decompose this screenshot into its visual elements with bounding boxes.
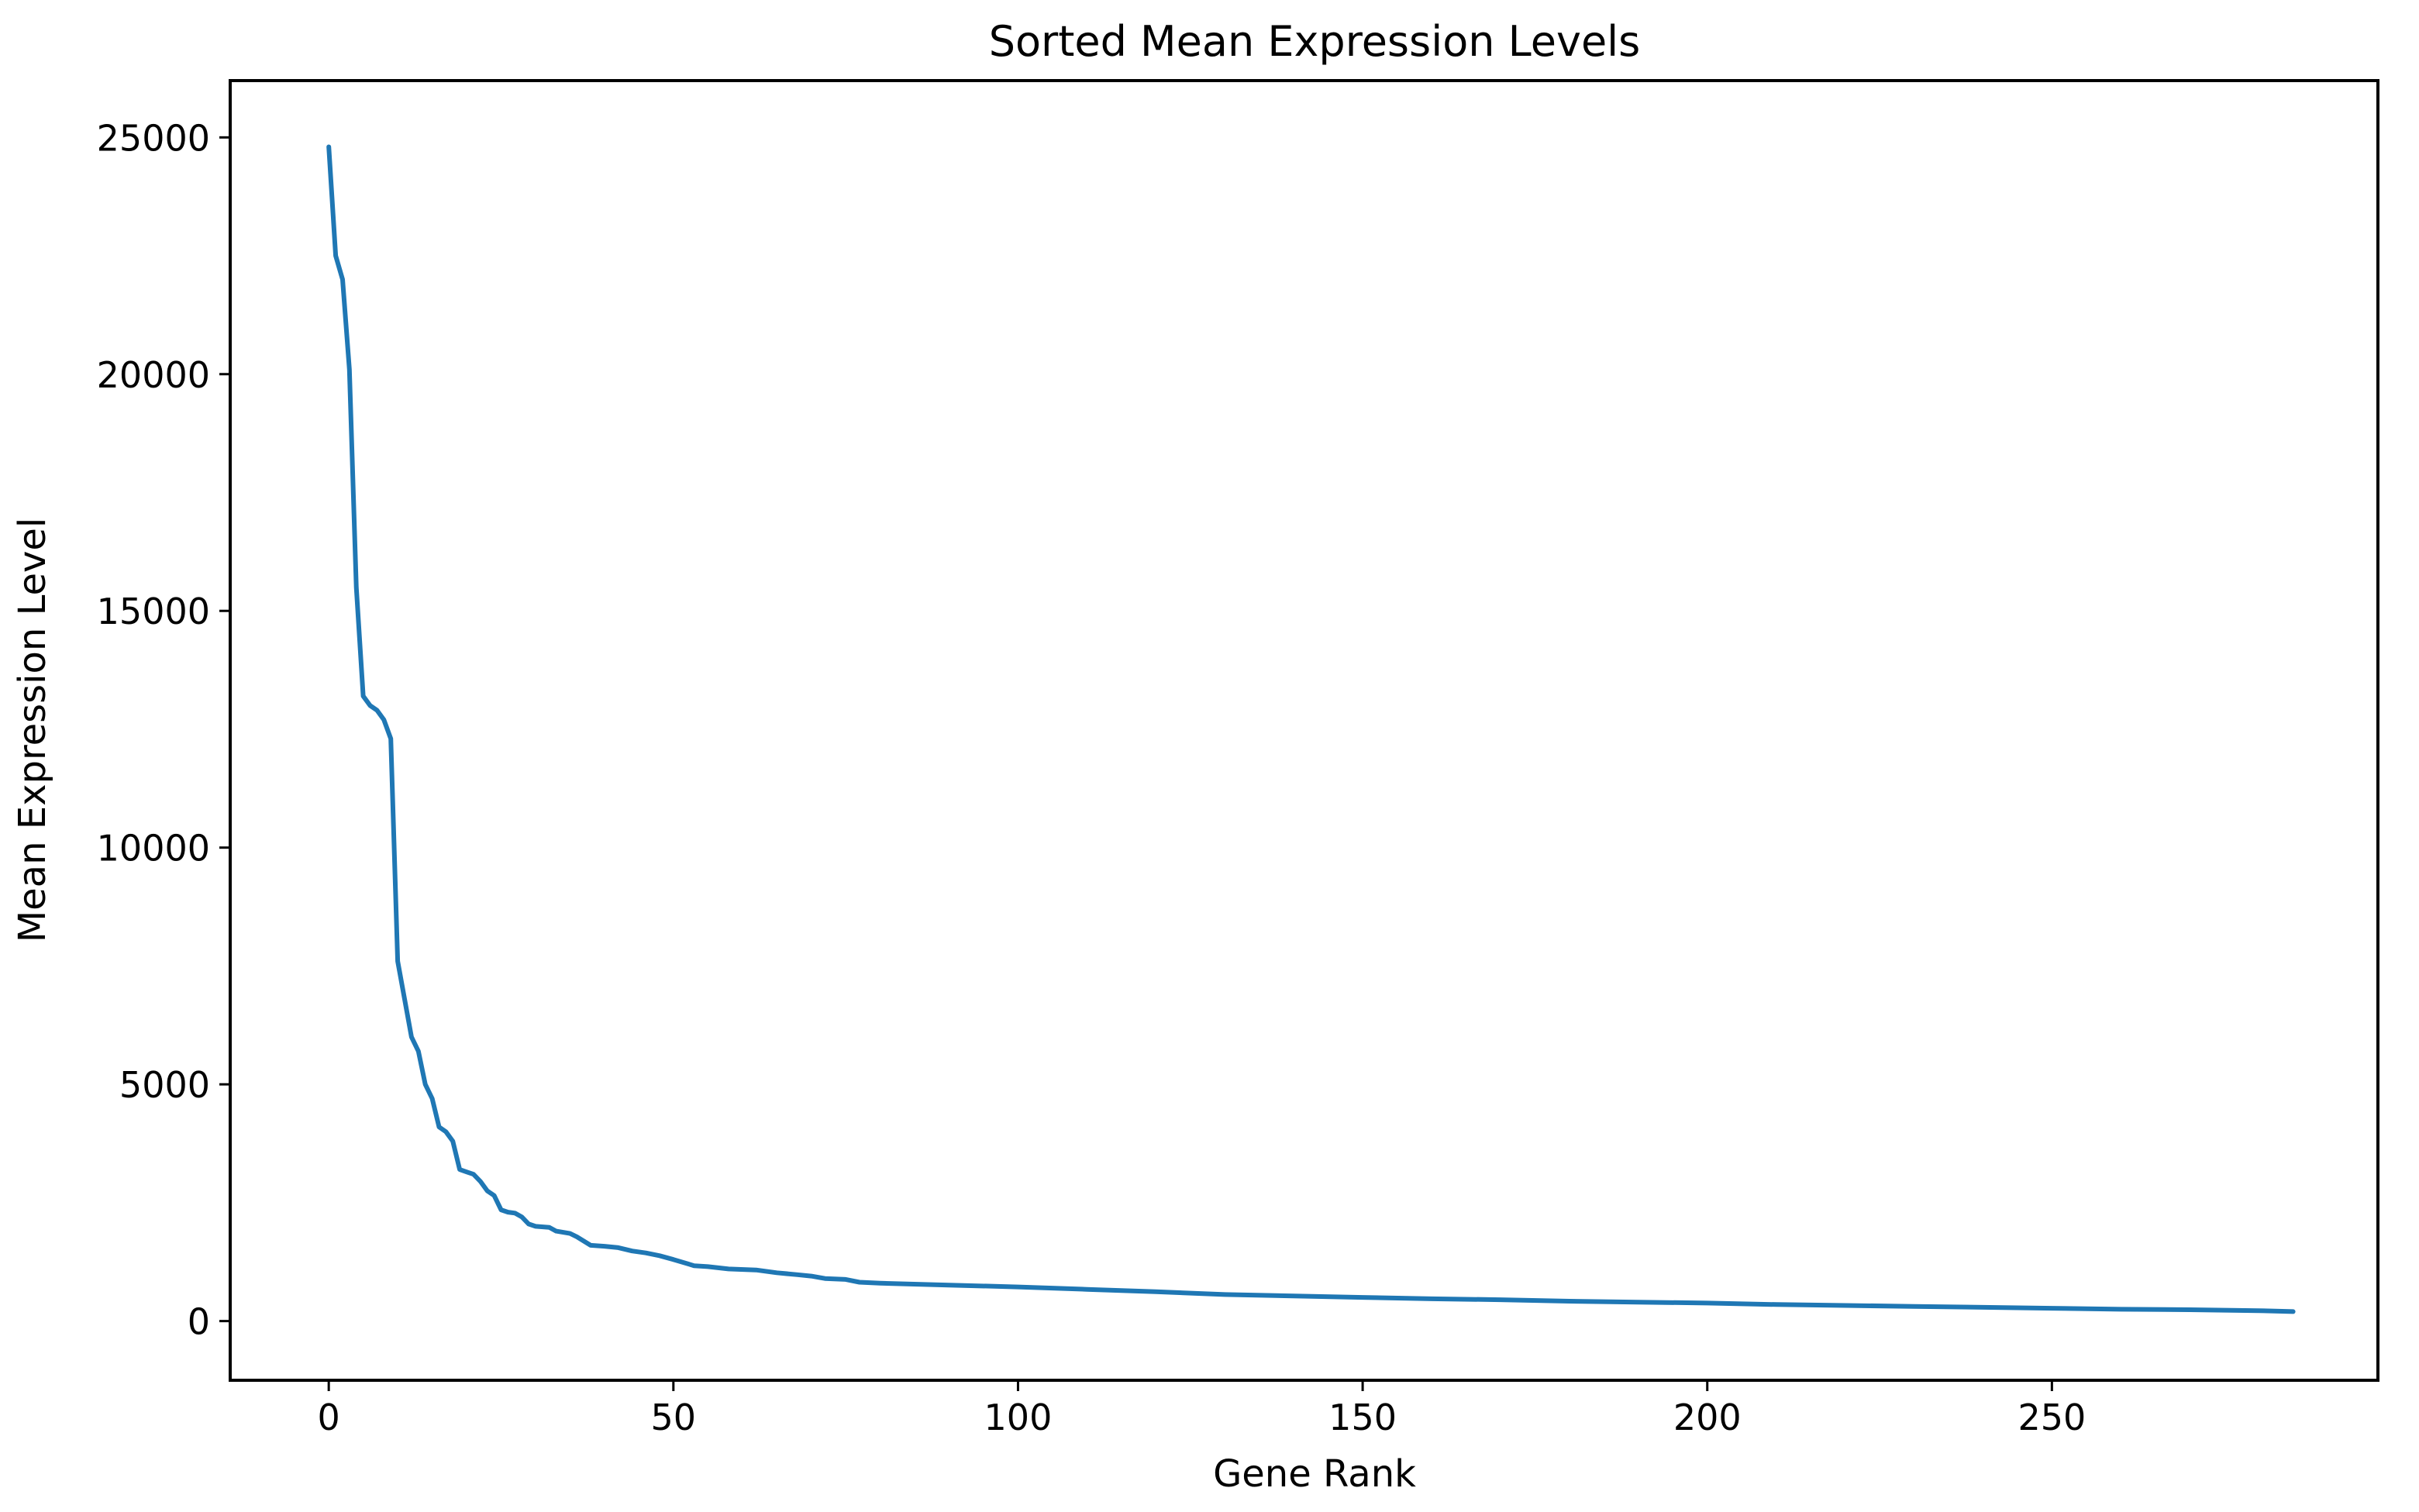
x-tick-label: 100 bbox=[984, 1397, 1053, 1438]
y-tick-label: 10000 bbox=[97, 828, 210, 870]
x-tick-label: 150 bbox=[1328, 1397, 1397, 1438]
x-tick-label: 200 bbox=[1673, 1397, 1742, 1438]
x-axis-label: Gene Rank bbox=[1213, 1452, 1416, 1496]
x-axis-ticks: 0 50 100 150 200 250 bbox=[318, 1380, 2086, 1438]
y-tick-label: 15000 bbox=[97, 591, 210, 632]
x-tick-label: 250 bbox=[2018, 1397, 2086, 1438]
y-tick-label: 0 bbox=[188, 1301, 210, 1343]
x-tick-label: 50 bbox=[651, 1397, 697, 1438]
plot-area-frame bbox=[229, 79, 2379, 1382]
expression-line bbox=[326, 144, 2296, 1314]
y-axis-ticks: 0 5000 10000 15000 20000 25000 bbox=[97, 117, 230, 1343]
y-tick-label: 20000 bbox=[97, 354, 210, 396]
chart-title: Sorted Mean Expression Levels bbox=[989, 17, 1641, 66]
x-tick-label: 0 bbox=[318, 1397, 340, 1438]
y-tick-label: 5000 bbox=[119, 1064, 210, 1106]
y-tick-label: 25000 bbox=[97, 117, 210, 159]
y-axis-label: Mean Expression Level bbox=[11, 518, 54, 943]
